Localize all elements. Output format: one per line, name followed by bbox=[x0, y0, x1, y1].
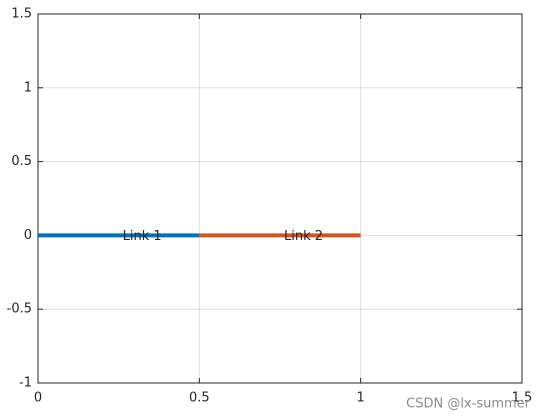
axes-box bbox=[37, 13, 523, 384]
x-tick-label: 0 bbox=[34, 391, 42, 406]
y-tick-label: 0 bbox=[24, 228, 32, 243]
watermark: CSDN @lx-summer bbox=[406, 397, 531, 412]
y-tick-label: 1 bbox=[24, 80, 32, 95]
x-tick-label: 1.5 bbox=[512, 391, 533, 406]
y-tick-label: -1 bbox=[19, 376, 32, 391]
y-tick-label: 1.5 bbox=[11, 7, 32, 22]
x-tick-label: 1 bbox=[357, 391, 365, 406]
annotation: Link 1 bbox=[123, 229, 162, 244]
plot-area bbox=[38, 14, 522, 383]
x-tick-label: 0.5 bbox=[189, 391, 210, 406]
y-tick-label: -0.5 bbox=[7, 302, 32, 317]
y-tick-label: 0.5 bbox=[11, 154, 32, 169]
annotation: Link 2 bbox=[284, 229, 323, 244]
